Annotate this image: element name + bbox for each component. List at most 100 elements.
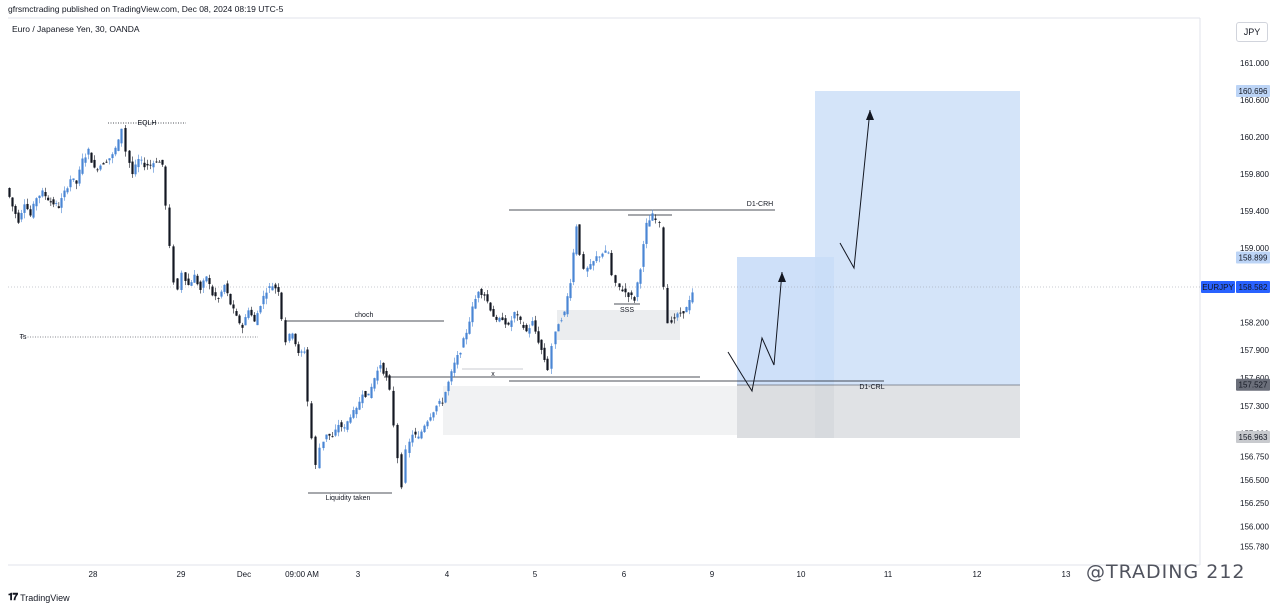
candle[interactable] xyxy=(537,327,539,345)
candle[interactable] xyxy=(633,296,635,303)
candle[interactable] xyxy=(396,423,398,463)
candle[interactable] xyxy=(262,291,264,309)
candle[interactable] xyxy=(128,150,130,168)
candle[interactable] xyxy=(277,283,279,296)
candle[interactable] xyxy=(78,166,80,186)
candle[interactable] xyxy=(232,300,234,313)
tradingview-logo[interactable]: 𝟏𝟕 TradingView xyxy=(8,592,70,603)
candle[interactable] xyxy=(483,292,485,301)
candle[interactable] xyxy=(325,434,327,442)
candle[interactable] xyxy=(214,288,216,300)
candle[interactable] xyxy=(645,218,647,248)
candle[interactable] xyxy=(630,290,632,299)
candle[interactable] xyxy=(23,199,25,218)
candle[interactable] xyxy=(274,283,276,294)
candle[interactable] xyxy=(211,285,213,297)
candle[interactable] xyxy=(72,178,74,182)
candle[interactable] xyxy=(152,161,154,173)
candle[interactable] xyxy=(604,245,606,253)
candle[interactable] xyxy=(310,401,312,439)
candle[interactable] xyxy=(438,399,440,407)
candle[interactable] xyxy=(346,421,348,433)
candle[interactable] xyxy=(17,210,19,224)
x-label[interactable]: x xyxy=(491,371,495,378)
candle[interactable] xyxy=(601,253,603,259)
candle[interactable] xyxy=(208,275,210,290)
candle[interactable] xyxy=(199,280,201,293)
liquidity-taken-label[interactable]: Liquidity taken xyxy=(326,495,371,502)
candle[interactable] xyxy=(334,424,336,436)
candle[interactable] xyxy=(226,281,228,297)
candle[interactable] xyxy=(253,312,255,322)
choch-label[interactable]: choch xyxy=(355,312,374,319)
candle[interactable] xyxy=(20,210,22,222)
candle[interactable] xyxy=(582,252,584,270)
candle[interactable] xyxy=(137,155,139,173)
candle[interactable] xyxy=(379,360,381,372)
candle[interactable] xyxy=(474,295,476,309)
candle[interactable] xyxy=(66,186,68,194)
price-label[interactable]: 160.696 xyxy=(1236,85,1270,97)
candle[interactable] xyxy=(382,362,384,375)
candle[interactable] xyxy=(241,323,243,333)
candle[interactable] xyxy=(456,351,458,369)
candle[interactable] xyxy=(294,333,296,346)
candle[interactable] xyxy=(288,333,290,342)
candle[interactable] xyxy=(361,390,363,408)
candle[interactable] xyxy=(318,444,320,469)
candle[interactable] xyxy=(284,317,286,345)
candle[interactable] xyxy=(450,369,452,385)
candle[interactable] xyxy=(648,215,650,227)
candle[interactable] xyxy=(155,158,157,163)
candle[interactable] xyxy=(8,187,10,198)
candle[interactable] xyxy=(124,125,126,157)
candle[interactable] xyxy=(528,325,530,338)
candle[interactable] xyxy=(102,162,104,164)
candle[interactable] xyxy=(578,224,580,256)
demand-zone-box[interactable] xyxy=(443,386,737,435)
candle[interactable] xyxy=(47,195,49,201)
candle[interactable] xyxy=(522,322,524,330)
candle[interactable] xyxy=(557,323,559,331)
candle[interactable] xyxy=(495,315,497,322)
candle[interactable] xyxy=(534,316,536,334)
candle[interactable] xyxy=(205,276,207,282)
candle[interactable] xyxy=(554,331,556,349)
candle[interactable] xyxy=(108,158,110,164)
candle[interactable] xyxy=(193,270,195,283)
candle[interactable] xyxy=(543,343,545,362)
price-label[interactable]: 156.963 xyxy=(1236,431,1270,443)
candle[interactable] xyxy=(404,445,406,484)
price-label[interactable]: 158.582 xyxy=(1236,281,1270,293)
d1-crh-label[interactable]: D1-CRH xyxy=(747,201,773,208)
candle[interactable] xyxy=(35,197,37,210)
candle[interactable] xyxy=(256,311,258,326)
candle[interactable] xyxy=(610,250,612,276)
candle[interactable] xyxy=(364,391,366,398)
candle[interactable] xyxy=(271,283,273,291)
candle[interactable] xyxy=(642,241,644,272)
candle[interactable] xyxy=(477,291,479,302)
candle[interactable] xyxy=(519,316,521,324)
candle[interactable] xyxy=(120,129,122,147)
candle[interactable] xyxy=(44,188,46,200)
candle[interactable] xyxy=(58,202,60,209)
candle[interactable] xyxy=(589,259,591,270)
candle[interactable] xyxy=(259,306,261,315)
candle[interactable] xyxy=(300,350,302,357)
candle[interactable] xyxy=(462,337,464,348)
candle[interactable] xyxy=(525,323,527,332)
sss-label[interactable]: SSS xyxy=(620,307,634,314)
candle[interactable] xyxy=(343,424,345,432)
candle[interactable] xyxy=(96,168,98,172)
candle[interactable] xyxy=(453,358,455,377)
candle[interactable] xyxy=(11,197,13,211)
candle[interactable] xyxy=(306,347,308,406)
candle[interactable] xyxy=(414,428,416,438)
candle[interactable] xyxy=(134,160,136,177)
candle[interactable] xyxy=(636,282,638,302)
candle[interactable] xyxy=(164,165,166,209)
candle[interactable] xyxy=(621,286,623,292)
candle[interactable] xyxy=(187,274,189,286)
